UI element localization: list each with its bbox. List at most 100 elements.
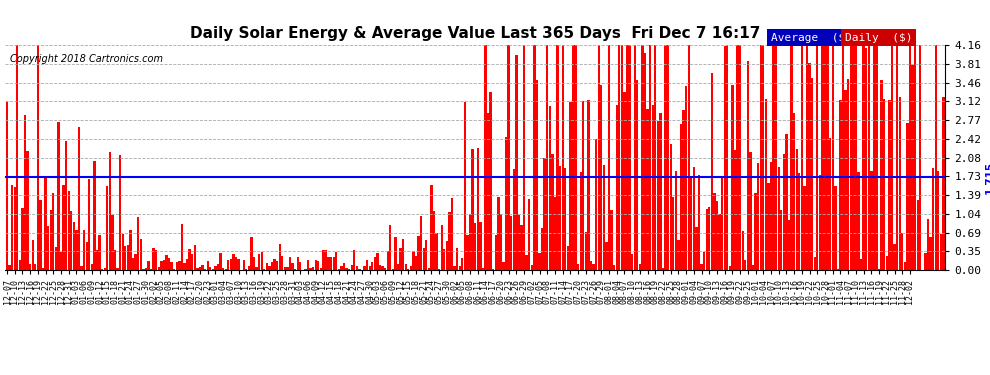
- Bar: [276, 261, 278, 270]
- Bar: [186, 259, 188, 270]
- Bar: [531, 265, 533, 270]
- Bar: [175, 262, 178, 270]
- Bar: [582, 101, 584, 270]
- Bar: [104, 268, 106, 270]
- Bar: [209, 267, 212, 270]
- Bar: [862, 45, 865, 270]
- Bar: [852, 45, 854, 270]
- Bar: [883, 99, 885, 270]
- Bar: [336, 252, 338, 270]
- Bar: [639, 264, 641, 270]
- Bar: [268, 266, 270, 270]
- Bar: [700, 264, 703, 270]
- Bar: [217, 264, 219, 270]
- Bar: [772, 45, 775, 270]
- Bar: [577, 264, 579, 270]
- Bar: [181, 224, 183, 270]
- Bar: [777, 166, 780, 270]
- Bar: [559, 166, 561, 270]
- Bar: [330, 257, 333, 270]
- Bar: [173, 269, 175, 270]
- Bar: [248, 266, 250, 270]
- Bar: [88, 178, 90, 270]
- Bar: [433, 211, 436, 270]
- Bar: [690, 176, 692, 270]
- Bar: [299, 262, 301, 270]
- Bar: [487, 112, 489, 270]
- Bar: [492, 269, 494, 270]
- Bar: [286, 267, 288, 270]
- Bar: [767, 183, 769, 270]
- Bar: [415, 256, 417, 270]
- Bar: [27, 151, 29, 270]
- Bar: [230, 260, 232, 270]
- Bar: [469, 214, 471, 270]
- Bar: [19, 261, 21, 270]
- Bar: [482, 268, 484, 270]
- Bar: [551, 154, 553, 270]
- Bar: [822, 45, 824, 270]
- Bar: [106, 186, 109, 270]
- Bar: [402, 239, 404, 270]
- Bar: [677, 240, 679, 270]
- Bar: [6, 102, 8, 270]
- Bar: [325, 251, 327, 270]
- Bar: [273, 259, 275, 270]
- Bar: [281, 256, 283, 270]
- Bar: [310, 268, 312, 270]
- Bar: [844, 90, 846, 270]
- Bar: [394, 237, 397, 270]
- Bar: [346, 268, 347, 270]
- Bar: [497, 196, 500, 270]
- Bar: [754, 194, 756, 270]
- Bar: [917, 200, 919, 270]
- Bar: [47, 226, 50, 270]
- Bar: [438, 269, 441, 270]
- Bar: [832, 45, 834, 270]
- Bar: [145, 268, 148, 270]
- Bar: [389, 225, 391, 270]
- Text: Daily  ($): Daily ($): [844, 33, 913, 43]
- Bar: [780, 210, 782, 270]
- Bar: [57, 122, 59, 270]
- Bar: [101, 268, 103, 270]
- Bar: [824, 45, 827, 270]
- Bar: [405, 264, 407, 270]
- Bar: [662, 267, 664, 270]
- Bar: [680, 124, 682, 270]
- Bar: [654, 45, 656, 270]
- Bar: [515, 55, 518, 270]
- Bar: [629, 45, 631, 270]
- Bar: [91, 264, 93, 270]
- Bar: [749, 152, 751, 270]
- Bar: [721, 176, 724, 270]
- Bar: [152, 248, 154, 270]
- Bar: [117, 268, 119, 270]
- Bar: [338, 269, 340, 270]
- Bar: [775, 45, 777, 270]
- Bar: [348, 269, 350, 270]
- Bar: [265, 263, 268, 270]
- Bar: [317, 261, 320, 270]
- Bar: [888, 100, 891, 270]
- Bar: [14, 187, 16, 270]
- Text: Average  ($): Average ($): [770, 33, 851, 43]
- Bar: [574, 45, 577, 270]
- Bar: [199, 267, 201, 270]
- Bar: [664, 45, 666, 270]
- Bar: [757, 163, 759, 270]
- Bar: [42, 267, 45, 270]
- Bar: [341, 266, 343, 270]
- Bar: [656, 121, 659, 270]
- Bar: [412, 251, 415, 270]
- Bar: [930, 237, 932, 270]
- Bar: [909, 45, 911, 270]
- Bar: [637, 80, 639, 270]
- Bar: [682, 110, 685, 270]
- Bar: [441, 225, 443, 270]
- Bar: [212, 268, 214, 270]
- Bar: [901, 233, 904, 270]
- Bar: [624, 92, 626, 270]
- Bar: [906, 123, 909, 270]
- Bar: [315, 260, 317, 270]
